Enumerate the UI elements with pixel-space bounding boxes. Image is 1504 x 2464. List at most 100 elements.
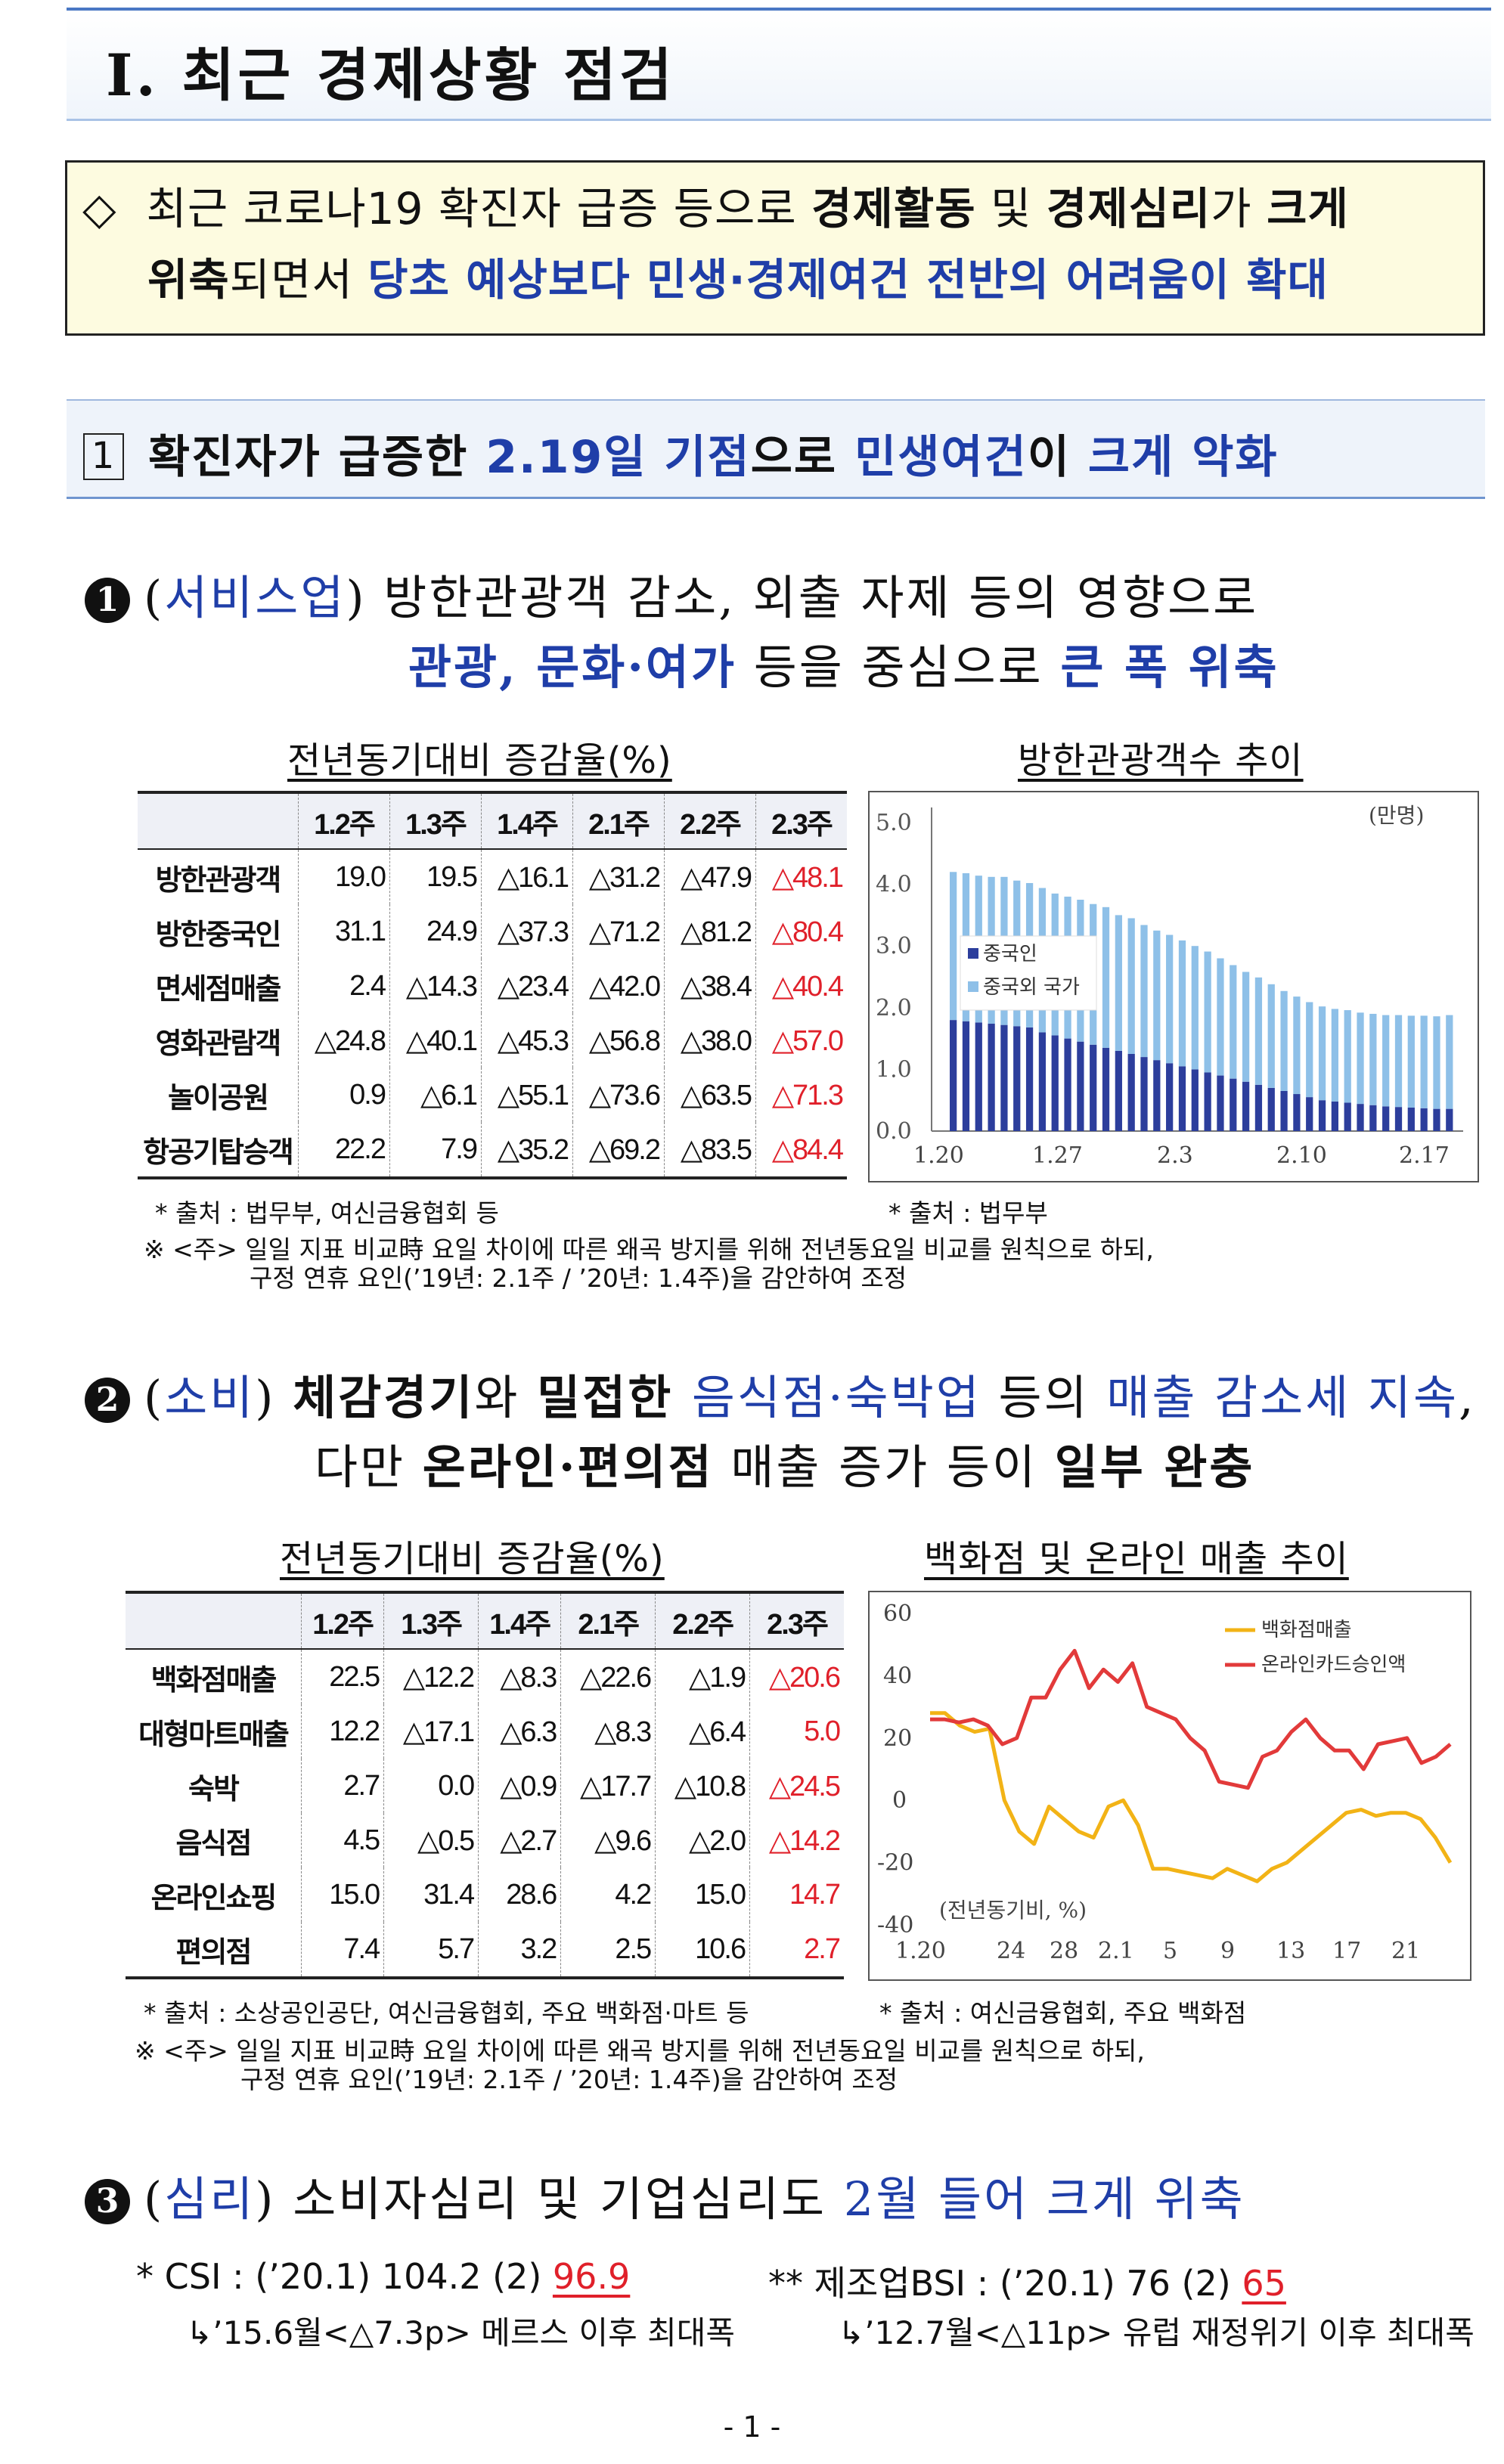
bar-non-china	[1153, 930, 1161, 1061]
bar-china	[1293, 1094, 1301, 1131]
table-row: 놀이공원 0.9 △6.1 △55.1 △73.6 △63.5 △71.3	[138, 1068, 847, 1122]
point-text: 체감경기	[293, 1370, 475, 1425]
legend-label: 백화점매출	[1261, 1619, 1352, 1641]
table-row: 항공기탑승객 22.2 7.9 △35.2 △69.2 △83.5 △84.4	[138, 1122, 847, 1179]
row-label: 항공기탑승객	[138, 1122, 299, 1179]
table-cell: △9.6	[560, 1813, 656, 1867]
table2-caption: 전년동기대비 증감율(%)	[280, 1538, 665, 1580]
footnote: 구정 연휴 요인(’19년: 2.1주 / ’20년: 1.4주)을 감안하여 …	[240, 2065, 898, 2094]
bar-china	[1166, 1063, 1174, 1131]
summary-highlight: 당초 예상보다 민생·경제여건 전반의 어려움이 확대	[367, 254, 1329, 305]
point-text: 등의	[981, 1370, 1107, 1425]
point-keyword: 매출 감소세 지속	[1106, 1370, 1459, 1425]
table-tourism: 1.2주 1.3주 1.4주 2.1주 2.2주 2.3주 방한관광객 19.0 19.5 △16…	[138, 791, 847, 1179]
y-tick-label: -40	[877, 1912, 913, 1939]
table-column-header: 1.2주	[300, 1592, 384, 1650]
bar-non-china	[1446, 1015, 1453, 1109]
bsi-text: ** 제조업BSI : (’20.1) 76 (2)	[768, 2263, 1242, 2304]
bsi-note: ↳’12.7월<△11p> 유럽 재정위기 이후 최대폭	[838, 2314, 1475, 2351]
bar-china	[1153, 1060, 1161, 1131]
table-cell: 15.0	[655, 1867, 750, 1922]
table-row: 숙박 2.7 0.0 △0.9 △17.7 △10.8 △24.5	[126, 1759, 844, 1813]
table-cell: △17.1	[383, 1704, 479, 1759]
table-cell: △45.3	[481, 1013, 573, 1068]
x-tick-label: 21	[1391, 1938, 1420, 1964]
row-label: 백화점매출	[150, 1664, 278, 1697]
table-cell: 2.4	[298, 959, 390, 1013]
bar-china	[1025, 1027, 1034, 1131]
bar-non-china	[1344, 1010, 1351, 1103]
x-tick-label: 2.10	[1276, 1142, 1327, 1169]
table-cell: △22.6	[560, 1649, 656, 1704]
point-number: 3	[85, 2179, 130, 2224]
chart-tourists: 5.0 4.0 3.0 2.0 1.0 0.0 (만명) 1.20 1.27 2.3 2.10 2.1…	[876, 803, 1463, 1169]
table-header-corner	[126, 1592, 302, 1650]
table-cell: △0.9	[478, 1759, 561, 1813]
point-keyword: 일부 완충	[1054, 1440, 1255, 1495]
bar-non-china	[1433, 1016, 1440, 1109]
row-label: 방한중국인	[155, 919, 282, 951]
section-text: 민생여건	[854, 431, 1028, 484]
table-row: 면세점매출 2.4 △14.3 △23.4 △42.0 △38.4 △40.4	[138, 959, 847, 1013]
bar-china	[962, 1021, 970, 1131]
point3-line1: 3 (심리) 소비자심리 및 기업심리도 2월 들어 크게 위축	[85, 2161, 1245, 2229]
row-label: 방한관광객	[155, 864, 282, 897]
table-cell: △56.8	[572, 1013, 665, 1068]
point-text: 등을 중심으로	[736, 640, 1061, 695]
bar-china	[1127, 1054, 1135, 1131]
table-cell: △71.2	[572, 904, 665, 959]
point1-line2: 관광, 문화·여가 등을 중심으로 큰 폭 위축	[408, 629, 1279, 697]
table-cell: 0.9	[298, 1068, 390, 1122]
summary-text: 최근 코로나19 확진자 급증 등으로	[146, 183, 812, 234]
table-cell: △17.7	[560, 1759, 656, 1813]
table-cell: △14.3	[389, 959, 482, 1013]
legend-box	[960, 935, 1097, 1011]
csi-note: ↳’15.6월<△7.3p> 메르스 이후 최대폭	[186, 2314, 736, 2351]
y-tick-label: 2.0	[876, 995, 912, 1021]
legend-label: 중국인	[983, 943, 1037, 965]
table-cell: △6.3	[478, 1704, 561, 1759]
table-cell: 19.5	[389, 849, 482, 904]
table-cell: 22.2	[298, 1122, 390, 1179]
point-text: 매출 증가 등이	[713, 1440, 1055, 1495]
table-cell: △40.1	[389, 1013, 482, 1068]
table-cell: △6.1	[389, 1068, 482, 1122]
table-cell: 2.5	[560, 1922, 656, 1979]
table-cell: 28.6	[478, 1867, 561, 1922]
table-cell: △1.9	[655, 1649, 750, 1704]
bar-non-china	[1394, 1015, 1403, 1108]
bar-china	[988, 1024, 995, 1131]
bar-china	[1280, 1090, 1288, 1131]
x-tick-label: 24	[997, 1938, 1025, 1964]
bar-non-china	[1420, 1015, 1428, 1108]
table-cell: 15.0	[300, 1867, 384, 1922]
bar-china	[1331, 1101, 1339, 1131]
table-cell: △69.2	[572, 1122, 665, 1179]
bar-china	[1178, 1066, 1186, 1131]
point-text: 다만	[315, 1440, 423, 1495]
bar-non-china	[1293, 996, 1301, 1095]
line-online-card	[930, 1648, 1452, 1790]
unit-label: (만명)	[1369, 803, 1424, 828]
point2-line2: 다만 온라인·편의점 매출 증가 등이 일부 완충	[315, 1429, 1254, 1497]
csi-text: * CSI : (’20.1) 104.2 (2)	[136, 2256, 553, 2297]
table-row: 편의점 7.4 5.7 3.2 2.5 10.6 2.7	[126, 1922, 844, 1979]
bar-non-china	[1357, 1012, 1364, 1105]
source-note: * 출처 : 여신금융협회, 주요 백화점	[879, 1998, 1247, 2028]
bar-china	[1394, 1107, 1403, 1131]
bsi-value: 65	[1242, 2263, 1286, 2304]
bar-non-china	[1127, 918, 1135, 1054]
bar-china	[1254, 1084, 1263, 1131]
chart2-caption: 백화점 및 온라인 매출 추이	[924, 1538, 1349, 1580]
y-tick-label: -20	[877, 1850, 913, 1877]
chart-tourists-box: 5.0 4.0 3.0 2.0 1.0 0.0 (만명) 1.20 1.27 2.3 2.10 2.1…	[868, 791, 1479, 1182]
bar-china	[1217, 1075, 1224, 1131]
point-text: ,	[1459, 1370, 1476, 1425]
table-cell: 22.5	[300, 1649, 384, 1704]
y-tick-label: 0.0	[876, 1118, 912, 1145]
summary-text: 경제활동	[811, 183, 976, 234]
table-row: 음식점 4.5 △0.5 △2.7 △9.6 △2.0 △14.2	[126, 1813, 844, 1867]
y-tick-label: 3.0	[876, 933, 912, 959]
bar-china	[1369, 1105, 1377, 1131]
y-axis-label: (전년동기비, %)	[939, 1898, 1087, 1923]
